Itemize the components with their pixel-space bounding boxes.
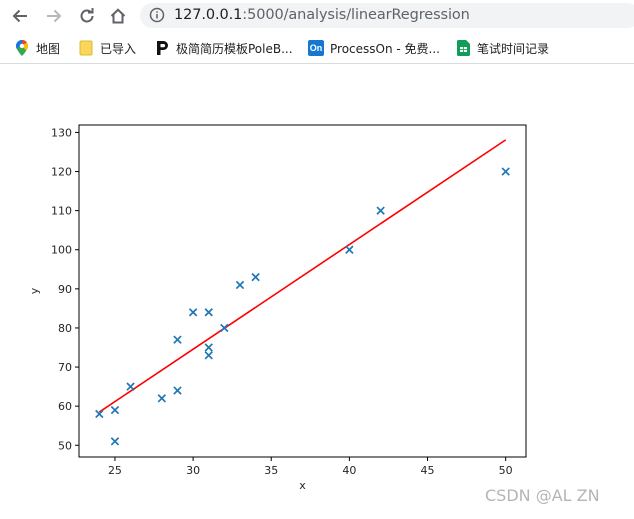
arrow-right-icon — [47, 9, 62, 23]
bookmark-label: 笔试时间记录 — [477, 41, 550, 56]
data-point — [204, 308, 213, 317]
data-point — [95, 409, 104, 419]
info-icon[interactable] — [149, 7, 165, 23]
regression-line — [98, 139, 507, 413]
x-tick-label: 30 — [186, 464, 200, 477]
y-tick-label: 130 — [51, 126, 72, 139]
bookmark-sheets[interactable]: 笔试时间记录 — [455, 39, 549, 57]
processon-icon: On — [308, 40, 324, 56]
home-icon — [110, 8, 126, 24]
y-tick-label: 60 — [58, 400, 72, 413]
x-tick-label: 25 — [108, 464, 122, 477]
axes-frame — [78, 124, 527, 458]
bookmarks-bar: 地图 已导入 极简简历模板PoleB... On ProcessOn - 免费.… — [0, 33, 634, 64]
url-path: :5000/analysis/linearRegression — [242, 7, 470, 23]
data-point — [173, 386, 182, 395]
bookmark-poleb[interactable]: 极简简历模板PoleB... — [154, 39, 293, 57]
bookmark-label: 极简简历模板PoleB... — [176, 41, 293, 56]
data-point — [157, 394, 167, 403]
arrow-left-icon — [12, 9, 27, 23]
data-point — [126, 382, 135, 391]
y-tick-label: 120 — [51, 166, 72, 179]
scatter-chart: 25 30 35 40 45 50 50 60 70 80 90 100 110 120 130 x y — [28, 124, 527, 492]
folder-icon — [78, 40, 94, 56]
x-tick-label: 35 — [264, 464, 278, 477]
forward-button[interactable] — [42, 5, 66, 27]
home-button[interactable] — [106, 5, 130, 27]
watermark: CSDN @AL ZN — [485, 486, 600, 505]
y-axis-label: y — [28, 287, 41, 294]
plot-area — [79, 125, 526, 457]
bookmark-processon[interactable]: On ProcessOn - 免费... — [308, 39, 440, 57]
data-point — [110, 437, 120, 446]
url-text[interactable]: 127.0.0.1:5000/analysis/linearRegression — [174, 7, 470, 23]
y-tick-label: 80 — [58, 322, 72, 335]
reload-button[interactable] — [75, 5, 99, 27]
bookmark-label: 地图 — [36, 41, 61, 56]
google-maps-icon — [14, 40, 30, 56]
x-tick-label: 40 — [342, 464, 356, 477]
reload-icon — [80, 8, 94, 23]
data-point — [204, 351, 213, 360]
data-point — [173, 335, 182, 344]
data-point — [345, 245, 354, 254]
poleb-icon — [154, 40, 170, 56]
bookmark-label: 已导入 — [100, 41, 137, 56]
browser-toolbar: 127.0.0.1:5000/analysis/linearRegression — [0, 0, 634, 33]
bookmark-label: ProcessOn - 免费... — [330, 41, 440, 56]
data-point — [204, 343, 213, 352]
x-tick-label: 50 — [499, 464, 513, 477]
address-bar[interactable]: 127.0.0.1:5000/analysis/linearRegression — [140, 3, 634, 28]
url-host: 127.0.0.1 — [174, 7, 243, 23]
x-axis-label: x — [299, 479, 306, 492]
data-point — [220, 323, 229, 333]
y-tick-label: 70 — [58, 361, 72, 374]
data-point — [376, 206, 385, 215]
y-tick-label: 110 — [51, 205, 72, 218]
y-tick-label: 50 — [58, 439, 72, 452]
bookmark-imported[interactable]: 已导入 — [78, 39, 136, 57]
y-tick-label: 100 — [51, 244, 72, 257]
page-content: 25 30 35 40 45 50 50 60 70 80 90 100 110 120 130 x y — [0, 64, 634, 514]
data-point — [235, 280, 245, 290]
data-point — [251, 272, 260, 282]
data-point — [110, 405, 120, 415]
data-point — [188, 308, 198, 317]
google-sheets-icon — [455, 40, 471, 56]
x-tick-label: 45 — [421, 464, 435, 477]
bookmark-maps[interactable]: 地图 — [14, 39, 60, 57]
data-point — [501, 167, 510, 176]
y-tick-label: 90 — [58, 283, 72, 296]
back-button[interactable] — [8, 5, 32, 27]
